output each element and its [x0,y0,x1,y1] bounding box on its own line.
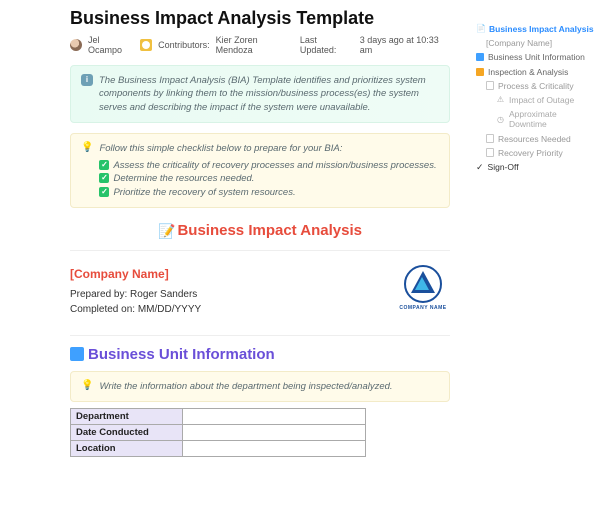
contributors-icon [140,39,152,51]
intro-callout: i The Business Impact Analysis (BIA) Tem… [70,65,450,123]
toc-item[interactable]: ⚠ Impact of Outage [476,93,596,107]
completed-on-value: MM/DD/YYYY [138,304,201,315]
checklist-callout: 💡 Follow this simple checklist below to … [70,133,450,208]
bulb-icon: 💡 [81,142,93,199]
toc-item[interactable]: 📄 Business Impact Analysis [476,22,596,36]
contributors-label: Contributors: [158,40,210,50]
blue-square-icon [476,53,484,61]
toc-item[interactable]: ✓ Sign-Off [476,160,596,175]
checklist-item-text: Prioritize the recovery of system resour… [113,186,295,199]
author-avatar [70,39,82,51]
bui-callout: 💡 Write the information about the depart… [70,371,450,402]
toc-label: Business Impact Analysis [489,24,594,34]
section-heading-text: Business Impact Analysis [177,222,362,239]
logo-caption: COMPANY NAME [396,305,450,311]
checklist-item: ✓ Prioritize the recovery of system reso… [99,186,439,199]
contributors-names: Kier Zoren Mendoza [216,35,294,55]
pencil-doc-icon: 📝 [158,223,175,239]
doc-icon [486,148,494,157]
company-logo: COMPANY NAME [396,265,450,311]
toc-item[interactable]: [Company Name] [476,36,596,50]
check-icon: ✓ [476,162,484,173]
toc-label: Resources Needed [498,134,571,144]
check-icon: ✓ [99,173,109,183]
blue-square-icon [70,347,84,361]
page-title: Business Impact Analysis Template [70,8,450,29]
doc-icon [486,134,494,143]
completed-on-label: Completed on: [70,304,135,315]
checklist-item: ✓ Determine the resources needed. [99,172,439,185]
meta-row: Jel Ocampo Contributors: Kier Zoren Mend… [70,35,450,55]
toc-label: Impact of Outage [509,95,574,105]
last-updated-label: Last Updated: [300,35,354,55]
last-updated-value: 3 days ago at 10:33 am [360,35,450,55]
doc-icon [486,81,494,90]
bui-table: Department Date Conducted Location [70,408,366,457]
prepared-by-value: Roger Sanders [130,289,197,300]
toc-item[interactable]: Business Unit Information [476,50,596,64]
checklist-item-text: Determine the resources needed. [113,172,254,185]
prepared-by-label: Prepared by: [70,289,127,300]
toc-item[interactable]: Resources Needed [476,132,596,146]
orange-square-icon [476,68,484,76]
doc-icon: 📄 [476,24,485,34]
section-heading-text: Business Unit Information [88,346,275,363]
table-row: Department [71,408,366,424]
table-cell[interactable] [183,440,366,456]
check-icon: ✓ [99,187,109,197]
table-cell[interactable] [183,408,366,424]
bui-callout-text: Write the information about the departme… [99,380,392,393]
toc-label: Approximate Downtime [509,109,596,129]
checklist-item-text: Assess the criticality of recovery proce… [113,159,436,172]
toc-label: Process & Criticality [498,81,574,91]
author-name: Jel Ocampo [88,35,134,55]
table-row: Location [71,440,366,456]
table-label: Date Conducted [71,424,183,440]
toc-sidebar: 📄 Business Impact Analysis [Company Name… [476,22,596,175]
table-label: Location [71,440,183,456]
toc-label: Inspection & Analysis [488,67,568,77]
document-main: Business Impact Analysis Template Jel Oc… [70,8,450,457]
check-icon: ✓ [99,160,109,170]
bulb-icon: 💡 [81,380,93,393]
info-icon: i [81,74,93,86]
checklist: ✓ Assess the criticality of recovery pro… [99,159,439,199]
toc-item[interactable]: Inspection & Analysis [476,65,596,79]
section-heading-bia: 📝Business Impact Analysis [70,222,450,240]
divider [70,335,450,336]
table-row: Date Conducted [71,424,366,440]
checklist-item: ✓ Assess the criticality of recovery pro… [99,159,439,172]
toc-label: [Company Name] [486,38,552,48]
toc-item[interactable]: Recovery Priority [476,146,596,160]
divider [70,250,450,251]
checklist-lead: Follow this simple checklist below to pr… [99,142,439,155]
toc-item[interactable]: Process & Criticality [476,79,596,93]
intro-callout-text: The Business Impact Analysis (BIA) Templ… [99,74,439,114]
toc-label: Sign-Off [488,162,519,172]
warning-icon: ⚠ [496,95,505,105]
company-name-placeholder: [Company Name] [70,265,201,283]
table-label: Department [71,408,183,424]
toc-item[interactable]: ◷ Approximate Downtime [476,107,596,131]
clock-icon: ◷ [496,115,505,125]
company-block: [Company Name] Prepared by: Roger Sander… [70,261,450,325]
section-heading-bui: Business Unit Information [70,346,450,363]
toc-label: Recovery Priority [498,148,563,158]
table-cell[interactable] [183,424,366,440]
toc-label: Business Unit Information [488,52,585,62]
